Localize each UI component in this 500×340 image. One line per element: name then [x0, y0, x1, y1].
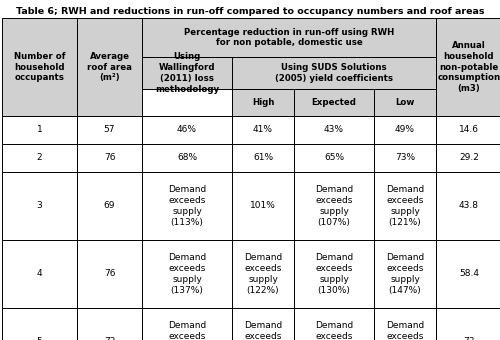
Text: Demand
exceeds
supply
(171%): Demand exceeds supply (171%): [315, 321, 353, 340]
Text: 3: 3: [36, 202, 43, 210]
Bar: [77, 18, 142, 116]
Bar: [436, 18, 500, 116]
Text: 73: 73: [463, 338, 475, 340]
Bar: [232, 116, 294, 144]
Bar: [2, 172, 77, 240]
Text: Demand
exceeds
supply
(121%): Demand exceeds supply (121%): [386, 185, 424, 227]
Bar: [436, 116, 500, 144]
Text: 29.2: 29.2: [459, 153, 479, 163]
Text: Demand
exceeds
supply
(180%): Demand exceeds supply (180%): [168, 321, 206, 340]
Text: Average
roof area
(m²): Average roof area (m²): [87, 52, 132, 82]
Bar: [436, 144, 500, 172]
Bar: [142, 172, 232, 240]
Bar: [232, 240, 294, 308]
Bar: [77, 308, 142, 340]
Bar: [77, 240, 142, 308]
Bar: [436, 240, 500, 308]
Bar: [142, 144, 232, 172]
Text: Demand
exceeds
supply
(161%): Demand exceeds supply (161%): [244, 321, 282, 340]
Bar: [142, 116, 232, 144]
Text: 72: 72: [104, 338, 115, 340]
Text: Demand
exceeds
supply
(122%): Demand exceeds supply (122%): [244, 253, 282, 295]
Bar: [232, 88, 294, 116]
Text: 5: 5: [36, 338, 43, 340]
Text: 57: 57: [104, 125, 115, 135]
Text: Using
Wallingford
(2011) loss
methodology: Using Wallingford (2011) loss methodolog…: [155, 52, 219, 94]
Text: Demand
exceeds
supply
(194%): Demand exceeds supply (194%): [386, 321, 424, 340]
Text: 58.4: 58.4: [459, 270, 479, 278]
Text: 1: 1: [36, 125, 43, 135]
Bar: [374, 144, 436, 172]
Bar: [2, 18, 77, 116]
Bar: [374, 88, 436, 116]
Bar: [77, 116, 142, 144]
Text: 49%: 49%: [395, 125, 415, 135]
Bar: [232, 144, 294, 172]
Text: Demand
exceeds
supply
(107%): Demand exceeds supply (107%): [315, 185, 353, 227]
Text: 101%: 101%: [250, 202, 276, 210]
Text: Demand
exceeds
supply
(130%): Demand exceeds supply (130%): [315, 253, 353, 295]
Text: 43.8: 43.8: [459, 202, 479, 210]
Text: 69: 69: [104, 202, 115, 210]
Text: Expected: Expected: [312, 98, 356, 107]
Bar: [294, 240, 374, 308]
Text: Table 6; RWH and reductions in run-off compared to occupancy numbers and roof ar: Table 6; RWH and reductions in run-off c…: [16, 6, 484, 16]
Bar: [294, 116, 374, 144]
Text: 14.6: 14.6: [459, 125, 479, 135]
Bar: [142, 18, 436, 57]
Text: Demand
exceeds
supply
(137%): Demand exceeds supply (137%): [168, 253, 206, 295]
Bar: [294, 308, 374, 340]
Text: 4: 4: [36, 270, 43, 278]
Text: 73%: 73%: [395, 153, 415, 163]
Bar: [436, 172, 500, 240]
Bar: [2, 144, 77, 172]
Text: Annual
household
non-potable
consumption
(m3): Annual household non-potable consumption…: [438, 41, 500, 93]
Bar: [2, 308, 77, 340]
Bar: [374, 240, 436, 308]
Text: Low: Low: [396, 98, 414, 107]
Text: Using SUDS Solutions
(2005) yield coefficients: Using SUDS Solutions (2005) yield coeffi…: [275, 63, 393, 83]
Bar: [142, 308, 232, 340]
Bar: [142, 240, 232, 308]
Text: 43%: 43%: [324, 125, 344, 135]
Text: Demand
exceeds
supply
(147%): Demand exceeds supply (147%): [386, 253, 424, 295]
Text: Percentage reduction in run-off using RWH
for non potable, domestic use: Percentage reduction in run-off using RW…: [184, 28, 394, 48]
Bar: [294, 88, 374, 116]
Bar: [2, 116, 77, 144]
Bar: [232, 57, 436, 88]
Text: 76: 76: [104, 270, 115, 278]
Bar: [374, 172, 436, 240]
Bar: [374, 116, 436, 144]
Text: Demand
exceeds
supply
(113%): Demand exceeds supply (113%): [168, 185, 206, 227]
Text: 65%: 65%: [324, 153, 344, 163]
Bar: [77, 144, 142, 172]
Text: 76: 76: [104, 153, 115, 163]
Bar: [436, 308, 500, 340]
Bar: [232, 172, 294, 240]
Text: 61%: 61%: [253, 153, 273, 163]
Text: High: High: [252, 98, 274, 107]
Bar: [142, 57, 232, 88]
Text: Number of
household
occupants: Number of household occupants: [14, 52, 65, 82]
Text: 2: 2: [36, 153, 43, 163]
Bar: [232, 308, 294, 340]
Bar: [294, 172, 374, 240]
Text: 46%: 46%: [177, 125, 197, 135]
Bar: [374, 308, 436, 340]
Bar: [77, 172, 142, 240]
Text: 68%: 68%: [177, 153, 197, 163]
Bar: [2, 240, 77, 308]
Bar: [294, 144, 374, 172]
Text: 41%: 41%: [253, 125, 273, 135]
